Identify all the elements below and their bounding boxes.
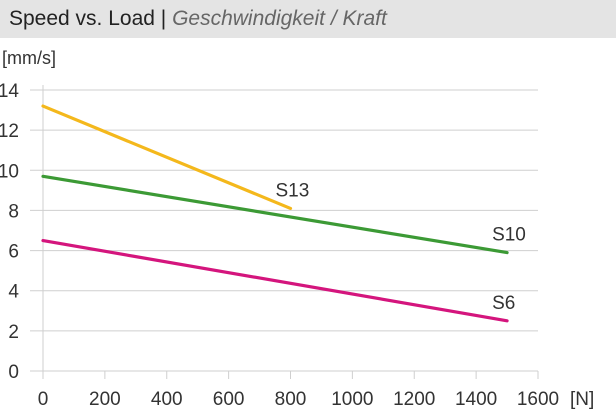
chart-header: Speed vs. Load | Geschwindigkeit / Kraft [0, 0, 616, 38]
x-tick-label: 600 [213, 389, 245, 410]
x-tick-label: 1000 [331, 389, 373, 410]
y-tick-label: 10 [0, 161, 19, 182]
y-tick-label: 8 [8, 201, 19, 222]
series-label-s13: S13 [276, 180, 310, 201]
chart-subtitle: Geschwindigkeit / Kraft [172, 7, 387, 30]
y-tick-label: 2 [8, 322, 19, 343]
y-tick-label: 6 [8, 242, 19, 263]
x-tick-label: 800 [275, 389, 307, 410]
y-axis-label: [mm/s] [2, 48, 56, 68]
x-axis-label: [N] [570, 389, 594, 410]
y-tick-label: 4 [8, 282, 19, 303]
series-label-s6: S6 [492, 293, 515, 314]
y-tick-label: 12 [0, 121, 19, 142]
y-tick-label: 0 [8, 362, 19, 383]
x-tick-label: 0 [38, 389, 49, 410]
series-line-s13 [41, 104, 293, 211]
y-tick-label: 14 [0, 81, 19, 102]
series-line-s10 [41, 174, 509, 255]
x-tick-label: 1400 [455, 389, 497, 410]
title-separator: | [154, 7, 173, 30]
x-tick-label: 1600 [517, 389, 559, 410]
x-tick-label: 400 [151, 389, 183, 410]
title-text: Speed vs. Load [9, 7, 155, 30]
x-tick-label: 200 [89, 389, 121, 410]
x-tick-label: 1200 [393, 389, 435, 410]
series-line-s6 [41, 238, 509, 323]
chart-title: Speed vs. Load | Geschwindigkeit / Kraft [9, 7, 387, 31]
series-label-s10: S10 [492, 225, 526, 246]
